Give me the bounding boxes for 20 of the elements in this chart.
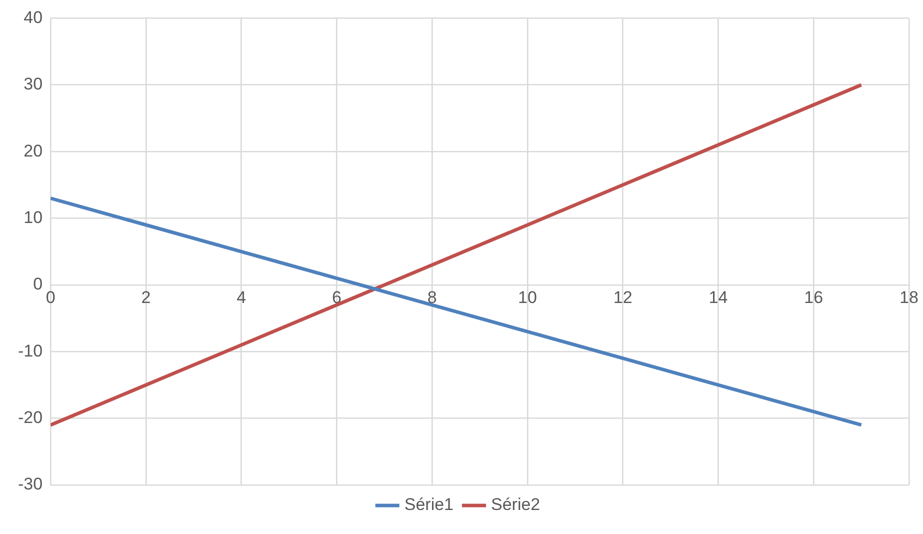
x-tick-label: 12 — [613, 288, 632, 307]
x-tick-label: 10 — [518, 288, 537, 307]
x-tick-label: 16 — [804, 288, 824, 307]
x-tick-label: 8 — [427, 288, 437, 307]
x-tick-label: 14 — [708, 288, 728, 307]
y-tick-label: 0 — [33, 274, 43, 294]
x-tick-label: 6 — [332, 288, 342, 307]
y-tick-label: -20 — [18, 408, 43, 427]
y-tick-label: -10 — [18, 341, 43, 360]
x-tick-label: 0 — [46, 288, 56, 307]
y-tick-label: 20 — [24, 141, 43, 160]
legend-label: Série1 — [404, 495, 454, 514]
y-tick-label: 40 — [24, 8, 43, 27]
y-tick-label: 30 — [24, 74, 43, 94]
y-tick-label: 10 — [24, 208, 43, 227]
legend-label: Série2 — [491, 495, 540, 514]
x-tick-label: 18 — [900, 288, 918, 307]
x-tick-label: 4 — [236, 288, 246, 307]
y-tick-label: -30 — [18, 474, 43, 494]
x-tick-label: 2 — [141, 288, 151, 307]
